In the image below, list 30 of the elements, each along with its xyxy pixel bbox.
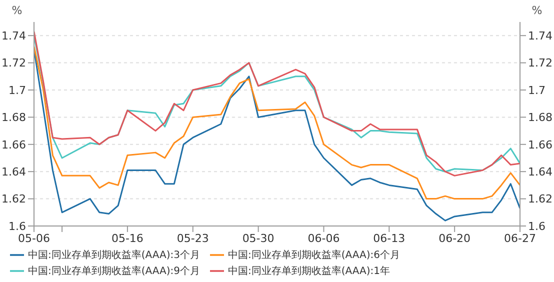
- y-tick-label: 1.64: [2, 166, 26, 179]
- y2-tick-label: 1.66: [528, 138, 552, 152]
- legend-label: 中国:同业存单到期收益率(AAA):3个月: [28, 250, 200, 261]
- x-tick-label: 06-06: [308, 232, 340, 245]
- y-tick-label: 1.68: [2, 111, 26, 124]
- legend-label: 中国:同业存单到期收益率(AAA):6个月: [228, 250, 400, 261]
- y2-tick-label: 1.68: [528, 111, 552, 124]
- y-tick-label: 1.72: [2, 56, 26, 70]
- x-tick-label: 06-20: [438, 232, 471, 245]
- y-axis-title: %: [12, 4, 22, 17]
- x-tick-label: 05-30: [242, 232, 274, 245]
- y2-tick-label: 1.72: [528, 56, 552, 70]
- y2-tick-label: 1.74: [528, 30, 552, 43]
- legend-label: 中国:同业存单到期收益率(AAA):9个月: [28, 266, 200, 277]
- x-tick-label: 05-23: [176, 232, 209, 245]
- legend-label: 中国:同业存单到期收益率(AAA):1年: [228, 266, 390, 277]
- y2-tick-label: 1.62: [528, 192, 552, 206]
- y-tick-label: 1.7: [8, 84, 26, 97]
- x-tick-label: 06-27: [504, 232, 536, 245]
- y2-tick-label: 1.6: [528, 220, 546, 233]
- x-tick-label: 06-13: [373, 232, 406, 245]
- y-tick-label: 1.6: [8, 220, 26, 233]
- x-tick-label: 05-16: [111, 232, 144, 245]
- y2-tick-label: 1.7: [528, 84, 546, 97]
- y-tick-label: 1.66: [2, 138, 26, 152]
- y2-tick-label: 1.64: [528, 166, 552, 179]
- y-tick-label: 1.74: [2, 30, 26, 43]
- y2-axis-title: %: [532, 4, 542, 17]
- y-tick-label: 1.62: [2, 192, 26, 206]
- x-tick-label: 05-06: [18, 232, 50, 245]
